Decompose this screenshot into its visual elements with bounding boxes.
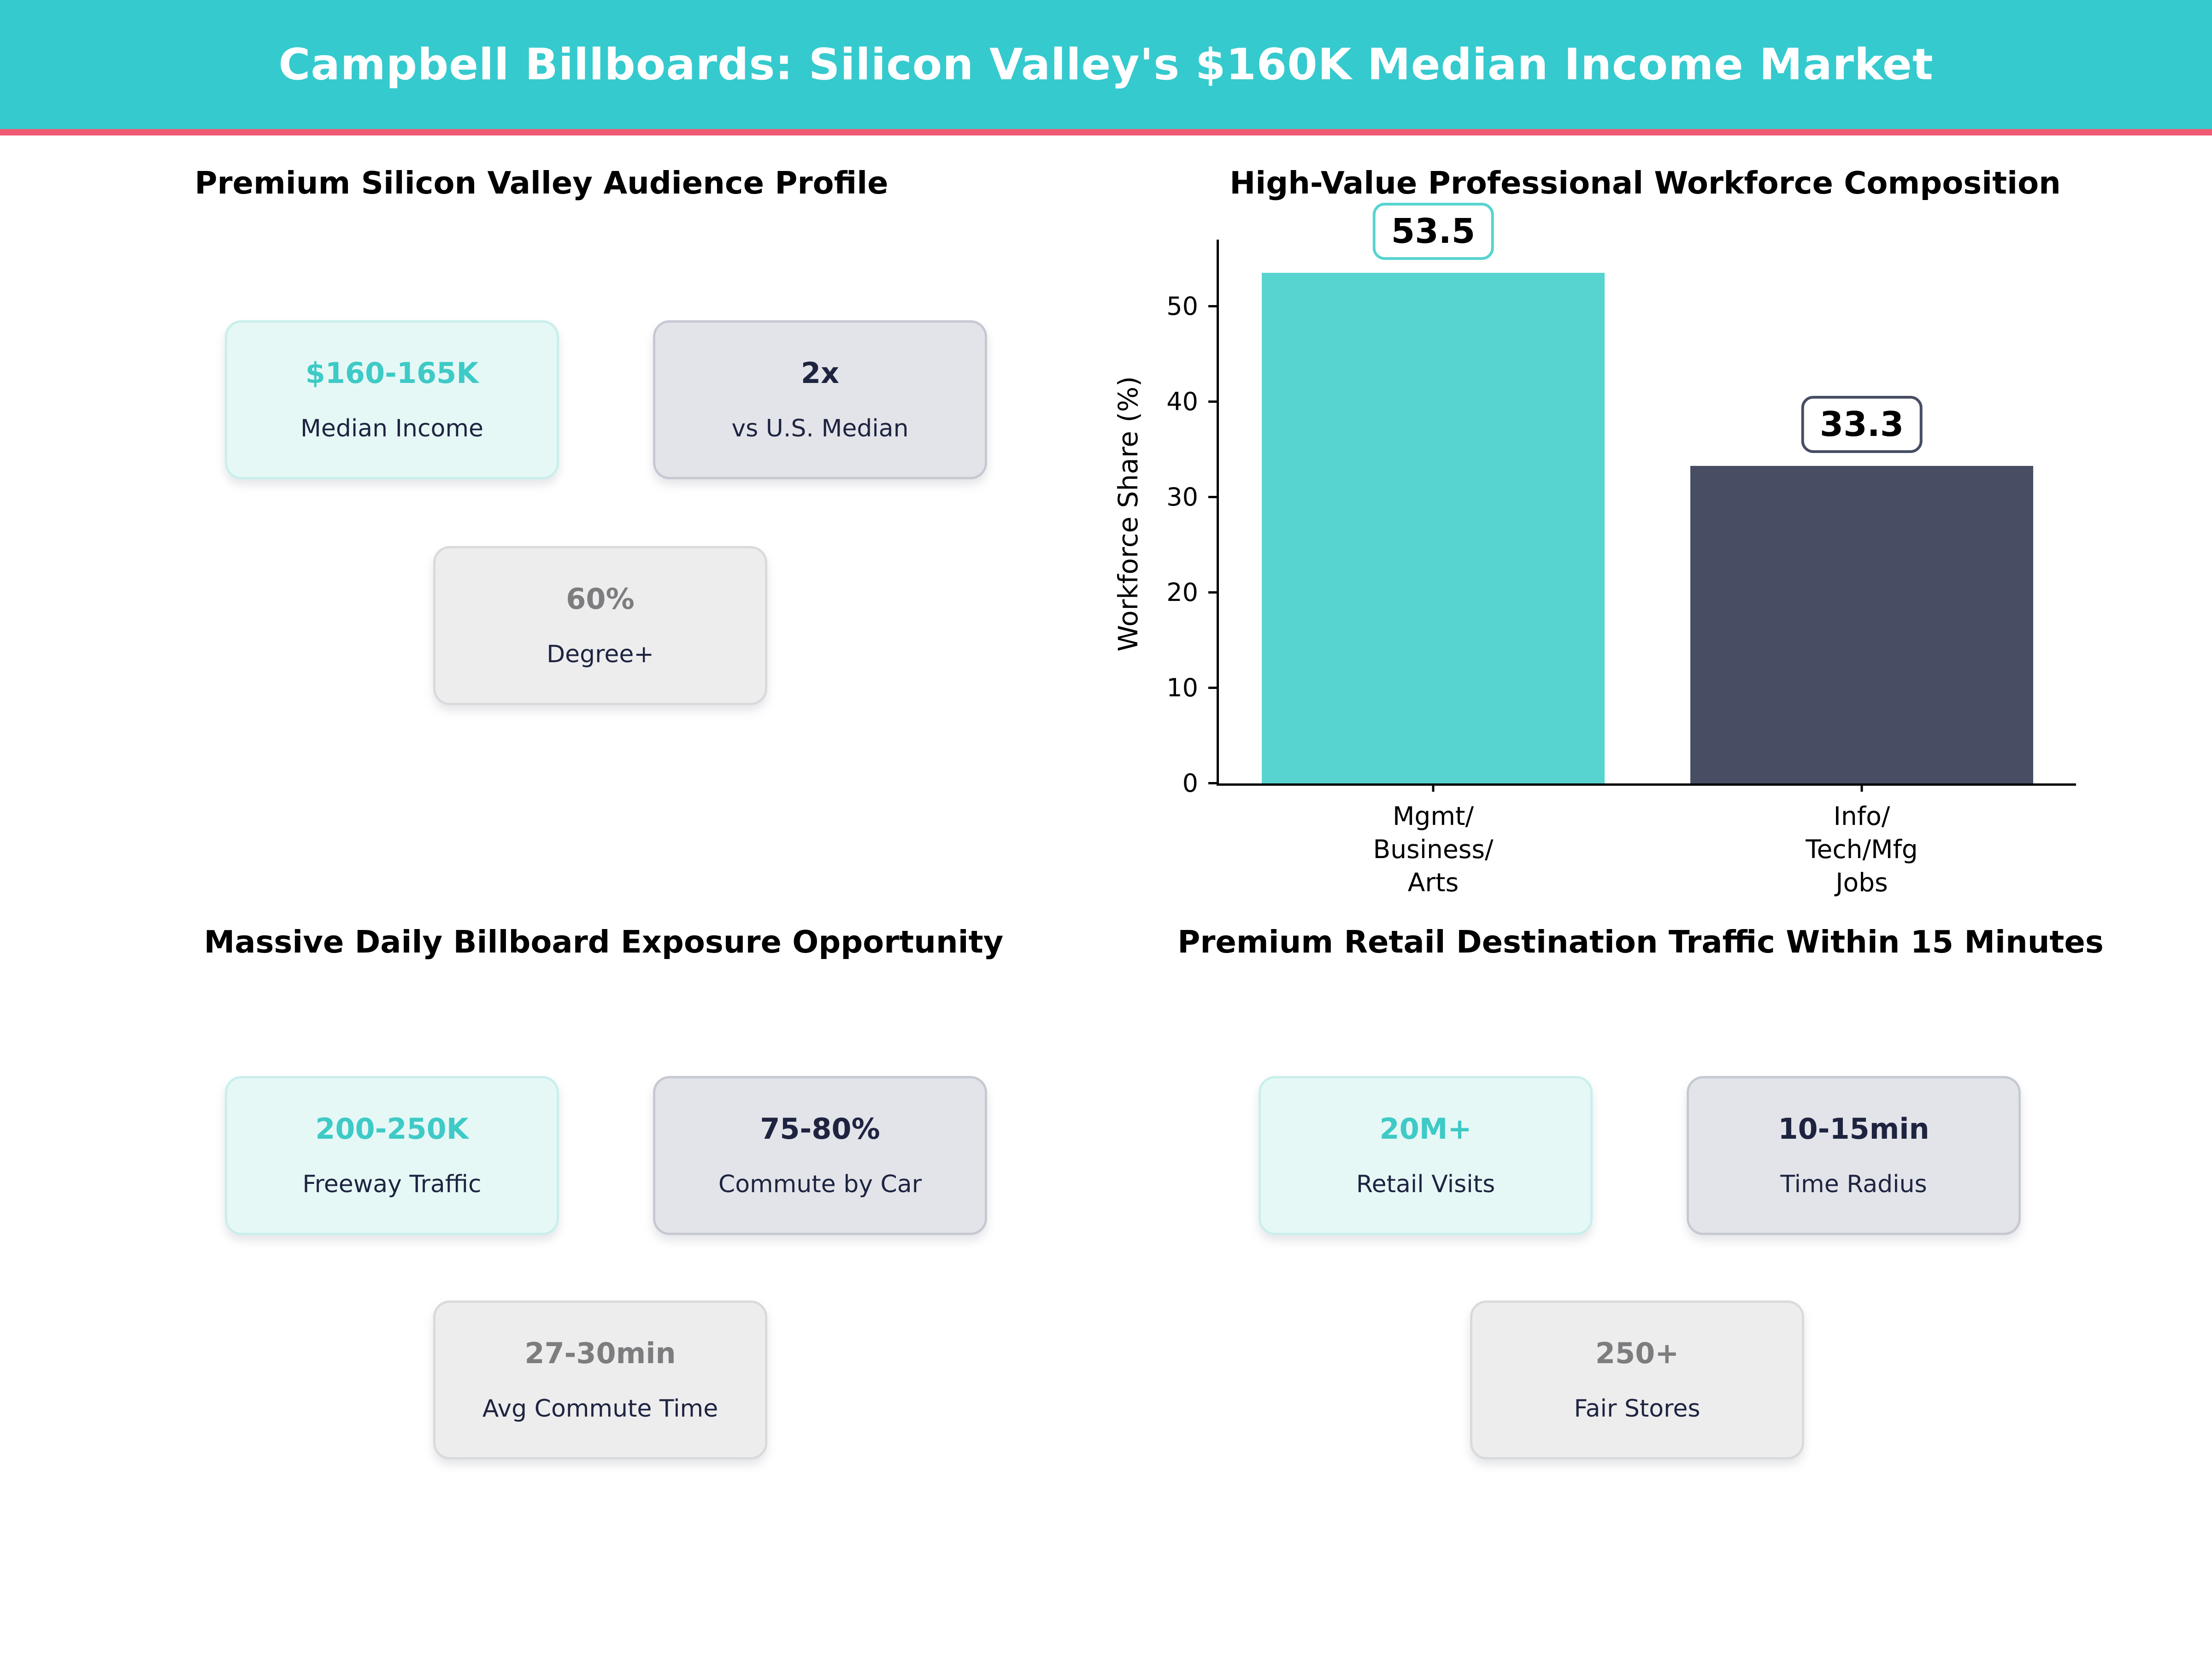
- workforce-section-title: High-Value Professional Workforce Compos…: [1230, 165, 2061, 201]
- stat-value: 250+: [1595, 1336, 1679, 1370]
- y-tick-label: 10: [1166, 673, 1198, 702]
- stat-card-freeway-traffic: 200-250K Freeway Traffic: [225, 1076, 559, 1235]
- workforce-bar-chart: 53.5 33.3 Mgmt/ Business/ Arts Info/ Tec…: [1166, 203, 2076, 897]
- y-tick-label: 0: [1182, 769, 1198, 798]
- x-tick-mark: [1432, 783, 1435, 792]
- y-tick-label: 20: [1166, 578, 1198, 607]
- y-axis-label: Workforce Share (%): [1112, 376, 1144, 652]
- x-tick-mark: [1860, 783, 1863, 792]
- audience-section-title: Premium Silicon Valley Audience Profile: [194, 165, 888, 201]
- stat-value: 60%: [566, 582, 635, 616]
- stat-label: Degree+: [547, 641, 654, 668]
- stat-label: Freeway Traffic: [302, 1171, 482, 1198]
- y-tick-label: 30: [1166, 482, 1198, 512]
- stat-value: 10-15min: [1778, 1112, 1930, 1146]
- stat-value: 2x: [800, 356, 840, 390]
- stat-label: vs U.S. Median: [731, 415, 909, 442]
- stat-card-time-radius: 10-15min Time Radius: [1687, 1076, 2021, 1235]
- retail-section-title: Premium Retail Destination Traffic Withi…: [1177, 924, 2104, 960]
- bar-value-label-mgmt: 53.5: [1372, 203, 1494, 260]
- y-tick-mark: [1208, 687, 1217, 689]
- header-banner: Campbell Billboards: Silicon Valley's $1…: [0, 0, 2212, 129]
- stat-label: Median Income: [300, 415, 483, 442]
- y-tick-mark: [1208, 496, 1217, 498]
- stat-card-retail-visits: 20M+ Retail Visits: [1259, 1076, 1593, 1235]
- bar-info-tech-mfg: [1690, 466, 2033, 783]
- y-tick-mark: [1208, 782, 1217, 784]
- stat-card-avg-commute-time: 27-30min Avg Commute Time: [433, 1300, 767, 1459]
- stat-value: 200-250K: [315, 1112, 469, 1146]
- x-tick-label-info: Info/ Tech/Mfg Jobs: [1806, 801, 1918, 897]
- stat-card-fair-stores: 250+ Fair Stores: [1470, 1300, 1804, 1459]
- stat-card-commute-by-car: 75-80% Commute by Car: [653, 1076, 987, 1235]
- y-tick-label: 50: [1166, 292, 1198, 321]
- stat-value: 27-30min: [524, 1336, 676, 1370]
- stat-label: Avg Commute Time: [482, 1395, 718, 1423]
- stat-label: Fair Stores: [1574, 1395, 1700, 1423]
- stat-value: 75-80%: [760, 1112, 880, 1146]
- y-tick-mark: [1208, 400, 1217, 403]
- stat-card-median-income: $160-165K Median Income: [225, 320, 559, 479]
- stat-value: $160-165K: [305, 356, 479, 390]
- stat-label: Commute by Car: [718, 1171, 922, 1198]
- y-tick-label: 40: [1166, 387, 1198, 416]
- y-tick-mark: [1208, 591, 1217, 594]
- page-title: Campbell Billboards: Silicon Valley's $1…: [278, 39, 1934, 90]
- bar-value-label-info: 33.3: [1801, 396, 1923, 453]
- stat-card-vs-us-median: 2x vs U.S. Median: [653, 320, 987, 479]
- y-tick-mark: [1208, 305, 1217, 307]
- stat-card-degree: 60% Degree+: [433, 546, 767, 705]
- bar-mgmt-business-arts: [1262, 273, 1605, 783]
- stat-value: 20M+: [1379, 1112, 1472, 1146]
- exposure-section-title: Massive Daily Billboard Exposure Opportu…: [204, 924, 1004, 960]
- x-tick-label-mgmt: Mgmt/ Business/ Arts: [1373, 801, 1494, 897]
- stat-label: Time Radius: [1780, 1171, 1927, 1198]
- stat-label: Retail Visits: [1356, 1171, 1495, 1198]
- header-accent-line: [0, 129, 2212, 135]
